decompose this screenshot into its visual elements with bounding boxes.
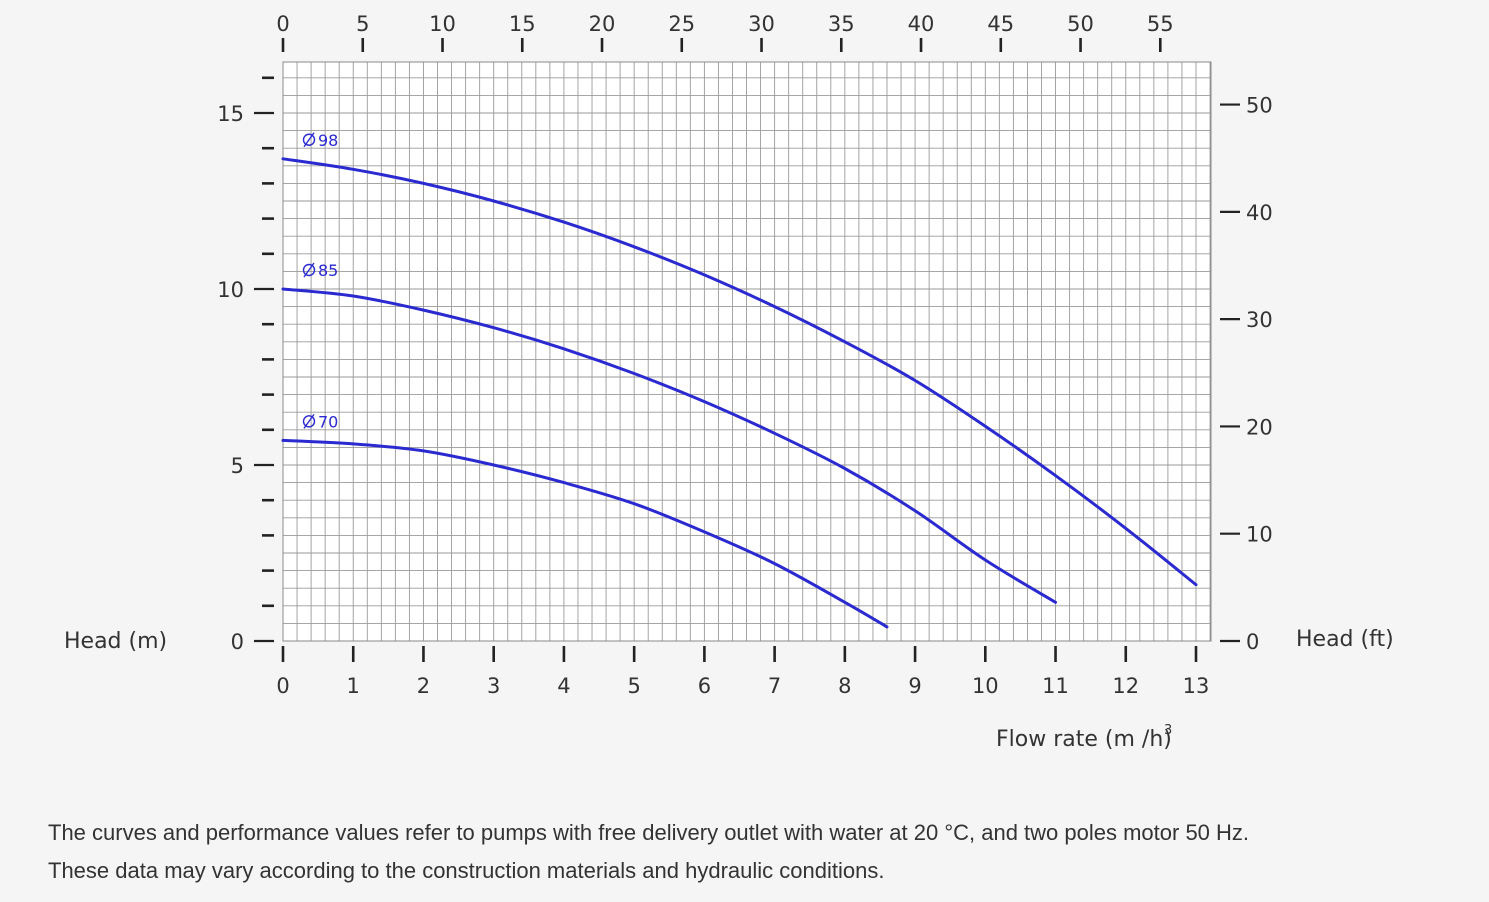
diameter-slash: [303, 262, 315, 278]
left-tick-label: 15: [217, 102, 244, 126]
y-axis-left-title: Head (m): [64, 629, 167, 654]
left-tick-label: 5: [231, 454, 244, 478]
left-tick-label: 10: [217, 278, 244, 302]
y-axis-right-title: Head (ft): [1296, 627, 1394, 652]
top-tick-label: 10: [429, 12, 456, 36]
x-axis-title: Flow rate (m /h) 3: [996, 723, 1172, 752]
top-tick-label: 20: [589, 12, 616, 36]
curve-98: [281, 157, 1198, 587]
bottom-tick-label: 9: [908, 674, 921, 698]
caption-line-1: The curves and performance values refer …: [48, 820, 1250, 845]
bottom-tick-label: 10: [972, 674, 999, 698]
top-tick-label: 35: [828, 12, 855, 36]
curve-label-text: 98: [318, 131, 338, 150]
chart-grid: [282, 61, 1212, 642]
curve-label-70: 70: [302, 412, 338, 431]
plot-area: [283, 62, 1211, 641]
bottom-tick-label: 8: [838, 674, 851, 698]
top-tick-label: 25: [668, 12, 695, 36]
right-tick-label: 40: [1246, 201, 1273, 225]
bottom-tick-label: 3: [487, 674, 500, 698]
left-axis: 0 5 10 15: [217, 76, 274, 654]
right-tick-label: 10: [1246, 523, 1273, 547]
bottom-tick-label: 7: [768, 674, 781, 698]
curve-85: [281, 287, 1057, 604]
top-tick-label: 50: [1067, 12, 1094, 36]
top-tick-label: 45: [987, 12, 1014, 36]
bottom-tick-label: 11: [1042, 674, 1069, 698]
bottom-tick-label: 1: [347, 674, 360, 698]
x-axis-title-superscript: 3: [1164, 723, 1172, 738]
top-axis: 0 5 10 15 20 25 30 35 40 45 50 55: [276, 12, 1174, 52]
left-tick-label: 0: [231, 630, 244, 654]
bottom-tick-label: 4: [557, 674, 570, 698]
diameter-slash: [303, 413, 315, 429]
curves: 98 85 70: [281, 131, 1198, 629]
curve-label-85: 85: [302, 261, 338, 280]
top-tick-label: 30: [748, 12, 775, 36]
top-tick-label: 15: [509, 12, 536, 36]
top-tick-label: 55: [1147, 12, 1174, 36]
right-tick-label: 20: [1246, 415, 1273, 439]
bottom-tick-label: 12: [1112, 674, 1139, 698]
right-tick-label: 30: [1246, 308, 1273, 332]
right-tick-label: 0: [1246, 630, 1259, 654]
right-axis: 0 10 20 30 40 50: [1220, 94, 1273, 654]
caption-line-2: These data may vary according to the con…: [48, 858, 885, 883]
bottom-tick-label: 0: [276, 674, 289, 698]
bottom-tick-label: 6: [698, 674, 711, 698]
right-tick-label: 50: [1246, 94, 1273, 118]
chart-caption: The curves and performance values refer …: [48, 814, 1468, 890]
bottom-tick-label: 2: [417, 674, 430, 698]
bottom-axis: 0 1 2 3 4 5 6 7 8 9 10 11 12 13: [276, 646, 1209, 698]
diameter-symbol-icon: [302, 263, 316, 277]
x-axis-title-text: Flow rate (m /h): [996, 727, 1172, 752]
plot-border: [282, 61, 1212, 642]
diameter-slash: [303, 132, 315, 148]
top-tick-label: 0: [276, 12, 289, 36]
diameter-symbol-icon: [302, 133, 316, 146]
curve-label-98: 98: [302, 131, 338, 150]
bottom-tick-label: 13: [1183, 674, 1210, 698]
top-tick-label: 40: [908, 12, 935, 36]
curve-label-text: 85: [318, 261, 338, 280]
top-tick-label: 5: [356, 12, 369, 36]
curve-label-text: 70: [318, 412, 338, 431]
diameter-symbol-icon: [302, 415, 316, 428]
curve-70: [281, 438, 889, 629]
bottom-tick-label: 5: [627, 674, 640, 698]
